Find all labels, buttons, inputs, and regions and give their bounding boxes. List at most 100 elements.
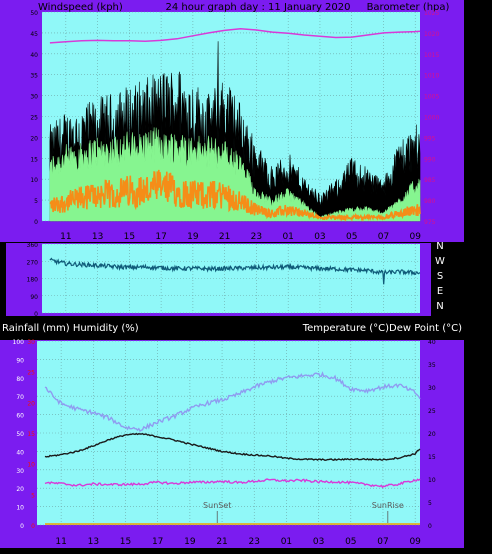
- x-tick-label: 19: [187, 232, 199, 242]
- x-tick-label: 01: [281, 537, 292, 547]
- x-tick-label: 07: [378, 232, 389, 242]
- windspeed-tick-label: 0: [34, 219, 38, 226]
- x-tick-label: 05: [345, 537, 356, 547]
- temperature-tick-label: 10: [428, 477, 436, 484]
- temperature-tick-label: 5: [428, 500, 432, 507]
- direction-tick-label: 270: [27, 259, 39, 266]
- temperature-tick-label: 15: [428, 454, 436, 461]
- rainfall-tick-label: 15: [27, 431, 35, 438]
- rainfall-tick-label: 30: [27, 339, 35, 346]
- temperature-tick-label: 30: [428, 385, 436, 392]
- x-tick-label: 11: [55, 537, 66, 547]
- barometer-tick-label: 985: [424, 177, 436, 184]
- windspeed-tick-label: 35: [30, 73, 38, 80]
- windspeed-tick-label: 45: [30, 31, 38, 38]
- direction-tick-label: 0: [34, 311, 38, 318]
- barometer-tick-label: 1000: [424, 115, 439, 122]
- compass-label-s: S: [437, 271, 443, 282]
- barometer-tick-label: 1020: [424, 31, 439, 38]
- temperature-tick-label: 0: [428, 523, 432, 530]
- x-tick-label: 01: [282, 232, 293, 242]
- barometer-tick-label: 1025: [424, 10, 439, 17]
- x-tick-label: 21: [219, 232, 230, 242]
- humidity-tick-label: 90: [16, 357, 24, 364]
- plot-area-2: [42, 243, 421, 314]
- temperature-tick-label: 25: [428, 408, 436, 415]
- humidity-tick-label: 40: [16, 449, 24, 456]
- x-tick-label: 13: [88, 537, 99, 547]
- windspeed-tick-label: 50: [30, 10, 38, 17]
- x-tick-label: 13: [92, 232, 103, 242]
- humidity-tick-label: 0: [20, 523, 24, 530]
- x-tick-label: 09: [410, 232, 422, 242]
- x-tick-label: 03: [313, 537, 324, 547]
- wind-direction-line: [49, 257, 421, 285]
- temperature-dewpoint-axis-title: Temperature (°C)Dew Point (°C): [302, 323, 462, 334]
- windspeed-tick-label: 20: [30, 135, 38, 142]
- direction-tick-label: 90: [30, 294, 38, 301]
- temperature-line: [44, 432, 421, 462]
- humidity-tick-label: 100: [13, 339, 25, 346]
- direction-tick-label: 180: [27, 277, 39, 284]
- x-tick-label: 15: [124, 232, 135, 242]
- barometer-tick-label: 990: [424, 156, 436, 163]
- chart-title: 24 hour graph day : 11 January 2020: [166, 2, 351, 13]
- humidity-tick-label: 70: [16, 394, 24, 401]
- plot-area-1: [42, 11, 421, 222]
- barometer-tick-label: 975: [424, 219, 436, 226]
- plot-area-3: SunSet SunRise: [37, 340, 421, 526]
- x-tick-label: 09: [409, 537, 421, 547]
- compass-label-w: W: [435, 256, 445, 267]
- barometer-tick-label: 980: [424, 198, 436, 205]
- x-tick-label: 23: [251, 232, 262, 242]
- rainfall-tick-label: 25: [27, 370, 35, 377]
- barometer-tick-label: 1005: [424, 94, 439, 101]
- sunset-annotation: SunSet: [203, 501, 231, 510]
- sunrise-annotation: SunRise: [372, 501, 404, 510]
- humidity-tick-label: 80: [16, 376, 24, 383]
- windspeed-tick-label: 5: [34, 198, 38, 205]
- barometer-tick-label: 1010: [424, 73, 439, 80]
- x-tick-label: 19: [184, 537, 196, 547]
- temperature-tick-label: 40: [428, 339, 436, 346]
- dew-point-line: [44, 478, 421, 489]
- temperature-tick-label: 35: [428, 362, 436, 369]
- rainfall-tick-label: 10: [27, 462, 35, 469]
- windspeed-tick-label: 10: [30, 177, 38, 184]
- humidity-tick-label: 50: [16, 431, 24, 438]
- x-tick-label: 07: [377, 537, 388, 547]
- wind-low-line: [49, 169, 421, 222]
- x-tick-label: 17: [152, 537, 163, 547]
- barometer-tick-label: 995: [424, 135, 436, 142]
- rainfall-tick-label: 0: [31, 523, 35, 530]
- barometer-line: [49, 27, 421, 44]
- barometer-axis-title: Barometer (hpa): [367, 2, 450, 13]
- humidity-tick-label: 30: [16, 468, 24, 475]
- humidity-line: [44, 371, 421, 433]
- windspeed-tick-label: 30: [30, 94, 38, 101]
- x-tick-label: 05: [346, 232, 357, 242]
- compass-label-n: N: [436, 241, 443, 252]
- compass-label-n: N: [436, 301, 443, 312]
- windspeed-tick-label: 40: [30, 52, 38, 59]
- x-tick-label: 11: [60, 232, 71, 242]
- temperature-tick-label: 20: [428, 431, 436, 438]
- x-tick-label: 17: [155, 232, 166, 242]
- barometer-tick-label: 1015: [424, 52, 439, 59]
- humidity-tick-label: 60: [16, 413, 24, 420]
- x-tick-label: 03: [314, 232, 325, 242]
- x-tick-label: 21: [216, 537, 227, 547]
- humidity-tick-label: 10: [16, 505, 24, 512]
- rainfall-tick-label: 5: [31, 492, 35, 499]
- humidity-tick-label: 20: [16, 486, 24, 493]
- windspeed-axis-title: Windspeed (kph): [38, 2, 123, 13]
- x-tick-label: 23: [249, 537, 260, 547]
- compass-label-e: E: [437, 286, 443, 297]
- rainfall-humidity-axis-title: Rainfall (mm) Humidity (%): [2, 323, 139, 334]
- windspeed-tick-label: 25: [30, 115, 38, 122]
- rainfall-tick-label: 20: [27, 400, 35, 407]
- windspeed-tick-label: 15: [30, 156, 38, 163]
- direction-tick-label: 360: [27, 242, 39, 249]
- x-tick-label: 15: [120, 537, 131, 547]
